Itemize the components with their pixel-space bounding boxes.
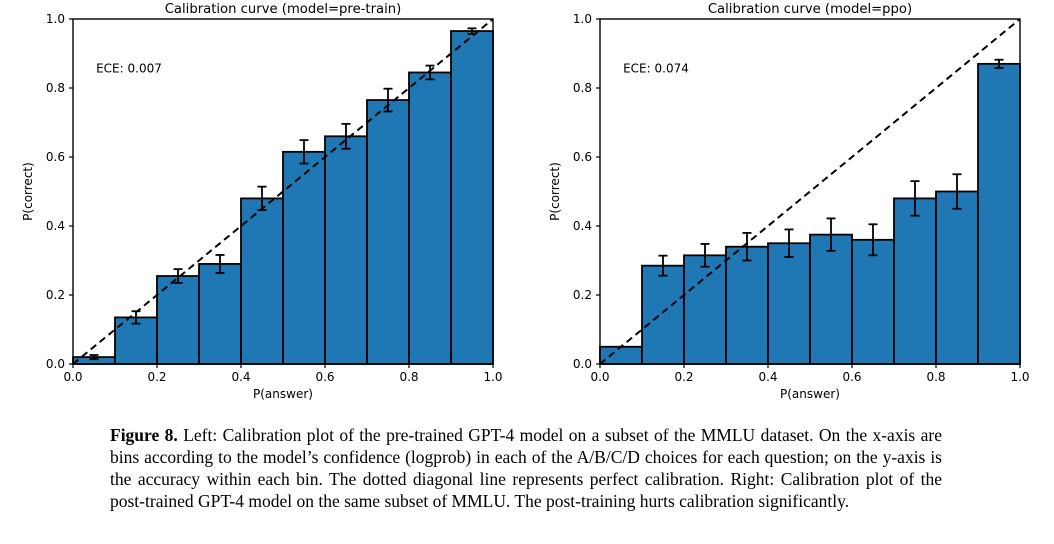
error-bar (910, 180, 920, 217)
x-tick-label: 0.6 (842, 370, 861, 384)
calibration-bar (366, 99, 410, 365)
calibration-bar (324, 135, 368, 365)
figure-caption-label: Figure 8. (110, 425, 178, 445)
x-tick-label: 0.4 (758, 370, 777, 384)
x-tick-label: 1.0 (483, 370, 502, 384)
y-tick-label: 1.0 (573, 12, 592, 26)
perfect-calibration-line (599, 18, 1021, 365)
calibration-chart-ppo: 0.0 0.2 0.4 0.6 0.8 1.0 0.0 0.2 0.4 0.6 0.8 1.0 Cali… (548, 2, 1030, 401)
y-tick-label: 0.6 (573, 150, 592, 164)
y-axis-label: P(correct) (21, 162, 35, 221)
calibration-bar (767, 242, 811, 365)
y-tick-label: 0.8 (46, 81, 65, 95)
error-bar (868, 223, 878, 257)
calibration-bar (935, 190, 979, 365)
error-bar (299, 139, 309, 165)
y-tick-label: 0.4 (46, 219, 65, 233)
calibration-bar (809, 233, 853, 365)
calibration-bar (240, 197, 284, 365)
calibration-bar (599, 345, 643, 365)
x-tick-label: 0.8 (926, 370, 945, 384)
x-tick-label: 0.0 (63, 370, 82, 384)
calibration-chart-pretrain: 0.0 0.2 0.4 0.6 0.8 1.0 0.0 0.2 0.4 0.6 0.8 1.0 Cali… (21, 2, 503, 401)
y-tick-label: 0.0 (573, 357, 592, 371)
y-tick-label: 0.4 (573, 219, 592, 233)
error-bar (425, 64, 435, 81)
x-tick-label: 0.6 (315, 370, 334, 384)
x-tick-label: 0.2 (147, 370, 166, 384)
x-tick-label: 1.0 (1010, 370, 1029, 384)
error-bar (658, 254, 668, 277)
error-bar (826, 217, 836, 252)
chart-title: Calibration curve (model=ppo) (708, 2, 912, 17)
x-axis-label: P(answer) (780, 387, 840, 401)
x-tick-label: 0.2 (674, 370, 693, 384)
chart-title: Calibration curve (model=pre-train) (165, 2, 402, 17)
x-tick-label: 0.8 (399, 370, 418, 384)
figure-caption: Figure 8. Left: Calibration plot of the … (110, 424, 942, 512)
chart-pretrain: 0.0 0.2 0.4 0.6 0.8 1.0 0.0 0.2 0.4 0.6 0.8 1.0 Cali… (0, 0, 527, 412)
error-bar (952, 173, 962, 210)
figure-caption-text: Left: Calibration plot of the pre-traine… (110, 425, 942, 511)
calibration-bar (725, 245, 769, 365)
calibration-bar (282, 150, 326, 365)
calibration-bar (851, 238, 895, 365)
y-tick-label: 1.0 (46, 12, 65, 26)
calibration-bar (977, 62, 1021, 365)
error-bar (742, 231, 752, 262)
y-tick-label: 0.2 (573, 288, 592, 302)
y-axis-label: P(correct) (548, 162, 562, 221)
error-bar (257, 185, 267, 212)
calibration-bar (893, 197, 937, 365)
calibration-bar (408, 71, 452, 365)
error-bar (215, 254, 225, 274)
calibration-bar (450, 30, 494, 365)
error-bar (341, 122, 351, 150)
calibration-bar (198, 263, 242, 365)
calibration-bar (683, 254, 727, 365)
plot-border (72, 18, 494, 365)
chart-ppo: 0.0 0.2 0.4 0.6 0.8 1.0 0.0 0.2 0.4 0.6 0.8 1.0 Cali… (527, 0, 1054, 412)
plot-border (599, 18, 1021, 365)
error-bar (173, 268, 183, 284)
perfect-calibration-line (72, 18, 494, 365)
y-tick-label: 0.6 (46, 150, 65, 164)
error-bar (700, 243, 710, 268)
calibration-bar (641, 264, 685, 365)
error-bar (89, 354, 99, 361)
calibration-charts-row: 0.0 0.2 0.4 0.6 0.8 1.0 0.0 0.2 0.4 0.6 0.8 1.0 Cali… (0, 0, 1054, 412)
error-bar (784, 228, 794, 258)
y-tick-label: 0.8 (573, 81, 592, 95)
y-tick-label: 0.2 (46, 288, 65, 302)
error-bar (994, 58, 1004, 69)
x-tick-label: 0.0 (590, 370, 609, 384)
x-axis-label: P(answer) (253, 387, 313, 401)
error-bar (131, 310, 141, 325)
y-tick-label: 0.0 (46, 357, 65, 371)
ece-annotation: ECE: 0.074 (623, 61, 689, 75)
error-bar (383, 87, 393, 113)
ece-annotation: ECE: 0.007 (96, 61, 162, 75)
error-bar (467, 27, 477, 35)
x-tick-label: 0.4 (231, 370, 250, 384)
